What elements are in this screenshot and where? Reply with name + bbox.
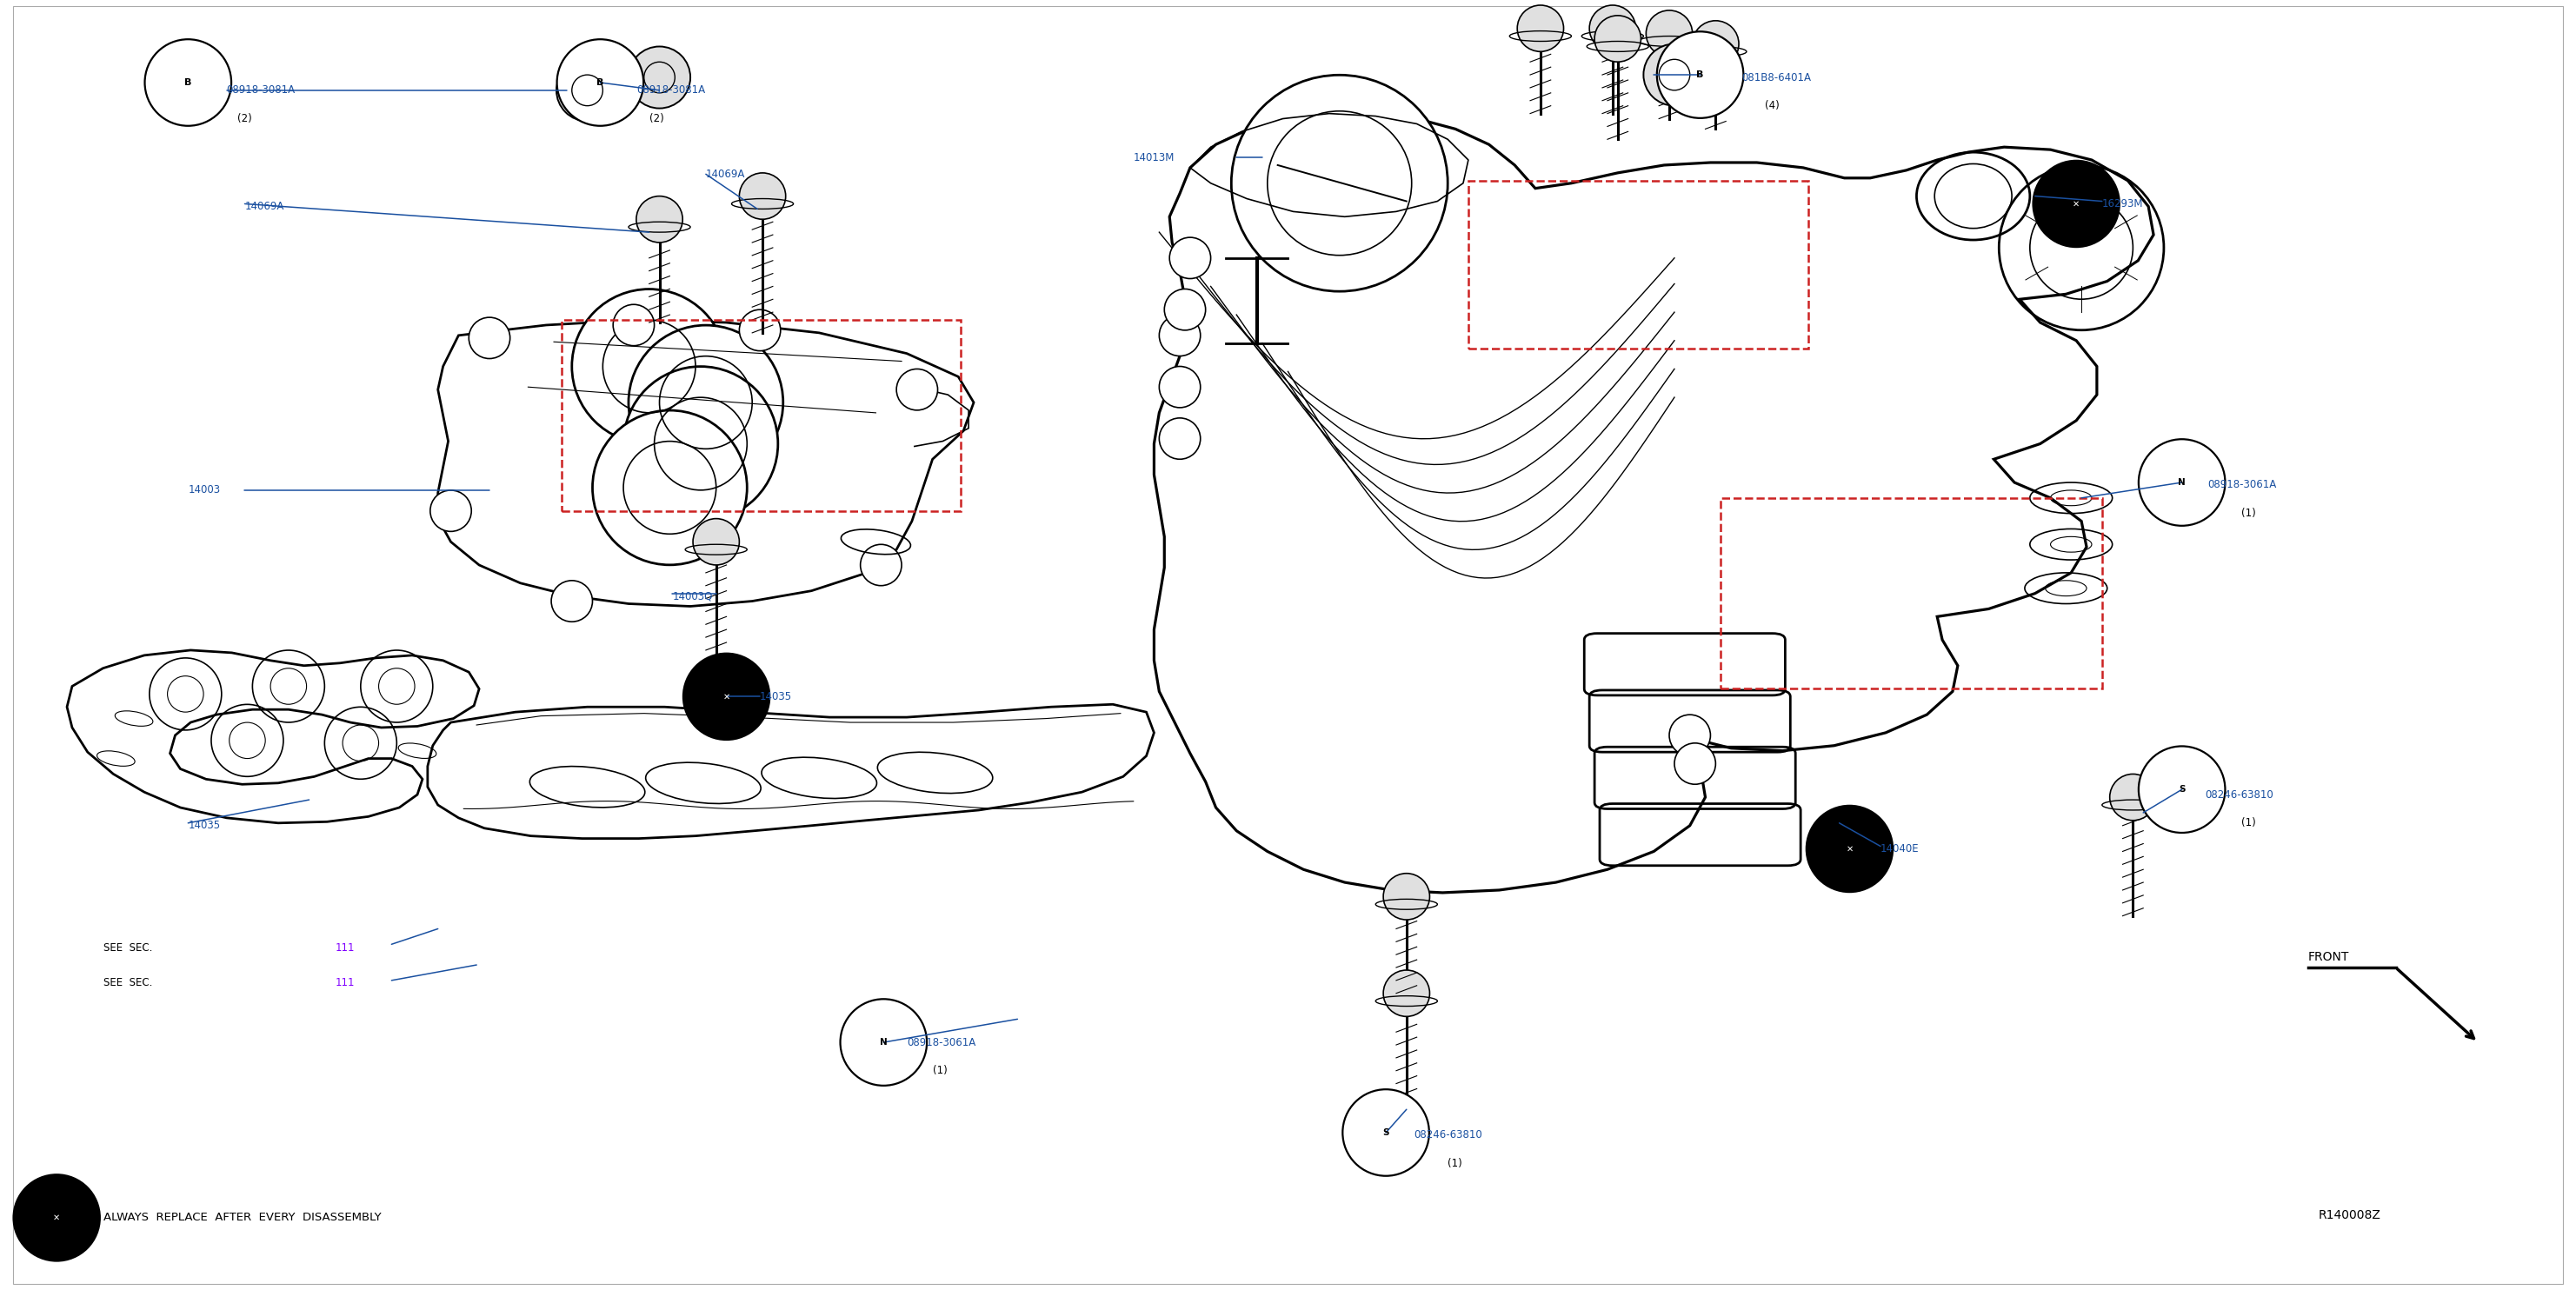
Ellipse shape <box>1383 873 1430 920</box>
Ellipse shape <box>1159 315 1200 356</box>
Text: S: S <box>2179 786 2184 793</box>
Text: 08918-3061A: 08918-3061A <box>2208 480 2277 490</box>
Ellipse shape <box>739 173 786 219</box>
Text: 081B8-6401A: 081B8-6401A <box>1741 72 1811 83</box>
Ellipse shape <box>556 59 618 121</box>
Text: 14003: 14003 <box>188 485 222 495</box>
Ellipse shape <box>1669 715 1710 756</box>
Ellipse shape <box>556 39 644 126</box>
Text: ✕: ✕ <box>1847 845 1852 853</box>
Ellipse shape <box>1159 366 1200 408</box>
Ellipse shape <box>1806 805 1893 893</box>
Ellipse shape <box>840 998 927 1086</box>
Text: SEE  SEC.: SEE SEC. <box>103 943 152 953</box>
Text: N: N <box>2179 479 2184 486</box>
Ellipse shape <box>1595 15 1641 62</box>
Ellipse shape <box>551 581 592 622</box>
Text: (2): (2) <box>649 114 665 124</box>
Text: (2): (2) <box>237 114 252 124</box>
Text: (1): (1) <box>2241 508 2257 519</box>
Text: B: B <box>1698 71 1703 79</box>
Text: 14003Q: 14003Q <box>672 591 714 601</box>
Ellipse shape <box>13 1174 100 1262</box>
Ellipse shape <box>1342 1089 1430 1176</box>
Text: FRONT: FRONT <box>2308 951 2349 964</box>
Text: 14069A: 14069A <box>706 169 744 179</box>
Text: 08246-63810: 08246-63810 <box>2205 789 2275 800</box>
Text: (4): (4) <box>1765 101 1780 111</box>
Ellipse shape <box>1656 31 1744 119</box>
Ellipse shape <box>860 544 902 586</box>
Ellipse shape <box>592 410 747 565</box>
Text: 08918-3081A: 08918-3081A <box>636 85 706 95</box>
Ellipse shape <box>1159 418 1200 459</box>
Ellipse shape <box>2138 439 2226 526</box>
Text: ✕: ✕ <box>54 1214 59 1222</box>
Text: 14035: 14035 <box>188 820 222 831</box>
Text: 16293M: 16293M <box>2102 199 2143 209</box>
Ellipse shape <box>1589 5 1636 52</box>
Text: 14035: 14035 <box>760 691 793 702</box>
Ellipse shape <box>2032 160 2120 248</box>
Ellipse shape <box>739 310 781 351</box>
Ellipse shape <box>469 317 510 359</box>
Text: ✕: ✕ <box>2074 200 2079 208</box>
Ellipse shape <box>629 325 783 480</box>
Text: 14013M: 14013M <box>1133 152 1175 163</box>
Ellipse shape <box>1646 10 1692 57</box>
Ellipse shape <box>1164 289 1206 330</box>
Ellipse shape <box>629 46 690 108</box>
Ellipse shape <box>1231 75 1448 292</box>
Text: SEE  SEC.: SEE SEC. <box>103 978 152 988</box>
Text: R140008Z: R140008Z <box>2318 1209 2380 1222</box>
Ellipse shape <box>2110 774 2156 820</box>
Ellipse shape <box>623 366 778 521</box>
Ellipse shape <box>693 519 739 565</box>
Ellipse shape <box>896 369 938 410</box>
Text: ✕: ✕ <box>724 693 729 700</box>
Bar <box>562 320 961 511</box>
Text: B: B <box>185 79 191 86</box>
Ellipse shape <box>1517 5 1564 52</box>
Text: (1): (1) <box>2241 818 2257 828</box>
Ellipse shape <box>430 490 471 531</box>
Bar <box>1721 498 2102 689</box>
Text: 08918-3081A: 08918-3081A <box>227 85 296 95</box>
Ellipse shape <box>2138 746 2226 833</box>
Ellipse shape <box>572 289 726 444</box>
Text: 08246-63810: 08246-63810 <box>1414 1130 1484 1140</box>
Text: (1): (1) <box>933 1066 948 1076</box>
Text: B: B <box>598 79 603 86</box>
Text: 08918-3061A: 08918-3061A <box>907 1037 976 1047</box>
Ellipse shape <box>683 653 770 740</box>
Ellipse shape <box>1383 970 1430 1017</box>
Text: 14069A: 14069A <box>245 201 283 212</box>
Text: N: N <box>881 1038 886 1046</box>
Ellipse shape <box>613 304 654 346</box>
Ellipse shape <box>1674 743 1716 784</box>
Ellipse shape <box>144 39 232 126</box>
Ellipse shape <box>1692 21 1739 67</box>
Text: 111: 111 <box>335 978 355 988</box>
Text: 14040E: 14040E <box>1880 844 1919 854</box>
Text: S: S <box>1383 1129 1388 1136</box>
Ellipse shape <box>1170 237 1211 279</box>
Text: (1): (1) <box>1448 1158 1463 1169</box>
Ellipse shape <box>636 196 683 243</box>
Ellipse shape <box>1643 44 1705 106</box>
Text: 111: 111 <box>335 943 355 953</box>
Bar <box>1468 181 1808 348</box>
Text: ALWAYS  REPLACE  AFTER  EVERY  DISASSEMBLY: ALWAYS REPLACE AFTER EVERY DISASSEMBLY <box>103 1213 381 1223</box>
